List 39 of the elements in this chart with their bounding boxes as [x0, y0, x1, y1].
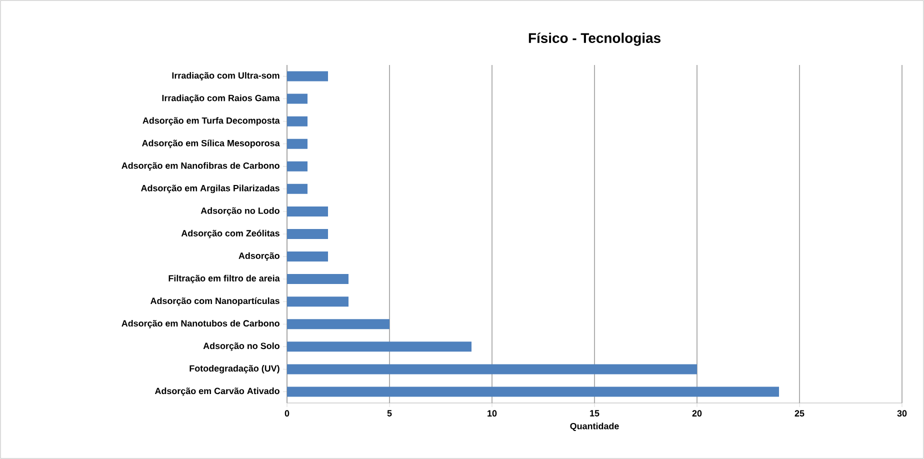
x-tick-label: 5 [387, 410, 392, 416]
y-tick-label: Adsorção em Argilas Pilarizadas [141, 184, 280, 194]
y-tick-label: Adsorção em Sílica Mesoporosa [142, 140, 280, 148]
y-tick-label: Adsorção no Lodo [200, 207, 280, 216]
x-tick-label: 25 [794, 410, 804, 417]
bar [287, 342, 472, 352]
bar [287, 252, 328, 262]
y-tick-label: Adsorção em Nanofibras de Carbono [122, 162, 280, 171]
chart-title: Físico - Tecnologias [528, 32, 660, 46]
bar [287, 71, 328, 82]
y-tick-label: Adsorção em Turfa Decomposta [142, 117, 280, 126]
y-tick-label: Adsorção em Nanotubos de Carbono [122, 320, 280, 328]
x-tick-label: 15 [590, 410, 600, 416]
x-tick-label: 10 [488, 410, 497, 417]
x-axis-title: Quantidade [570, 422, 619, 431]
x-tick-label: 0 [284, 410, 290, 417]
bar [287, 274, 349, 284]
y-tick-label: Irradiação com Raios Gama [162, 94, 280, 103]
x-tick-label: 20 [692, 410, 702, 417]
y-tick-label: Irradiação com Ultra-som [172, 72, 280, 80]
y-tick-label: Adsorção com Nanopartículas [150, 297, 280, 306]
y-tick-label: Fotodegradação (UV) [190, 364, 280, 374]
y-tick-label: Adsorção no Solo [203, 342, 280, 351]
bar [287, 116, 308, 126]
bar [287, 161, 308, 172]
bar [287, 206, 328, 216]
x-tick-label: 30 [897, 410, 907, 417]
y-tick-label: Adsorção [238, 252, 280, 261]
y-tick-label: Adsorção em Carvão Ativado [154, 388, 280, 396]
bar [287, 184, 308, 194]
bar [287, 364, 698, 374]
bar [287, 138, 308, 149]
bar [287, 386, 780, 397]
bar [287, 296, 349, 307]
bar [287, 228, 328, 239]
y-tick-label: Adsorção com Zeólitas [181, 230, 280, 238]
y-tick-label: Filtração em filtro de areia [168, 274, 280, 284]
bar [287, 319, 390, 330]
bar [287, 94, 308, 104]
